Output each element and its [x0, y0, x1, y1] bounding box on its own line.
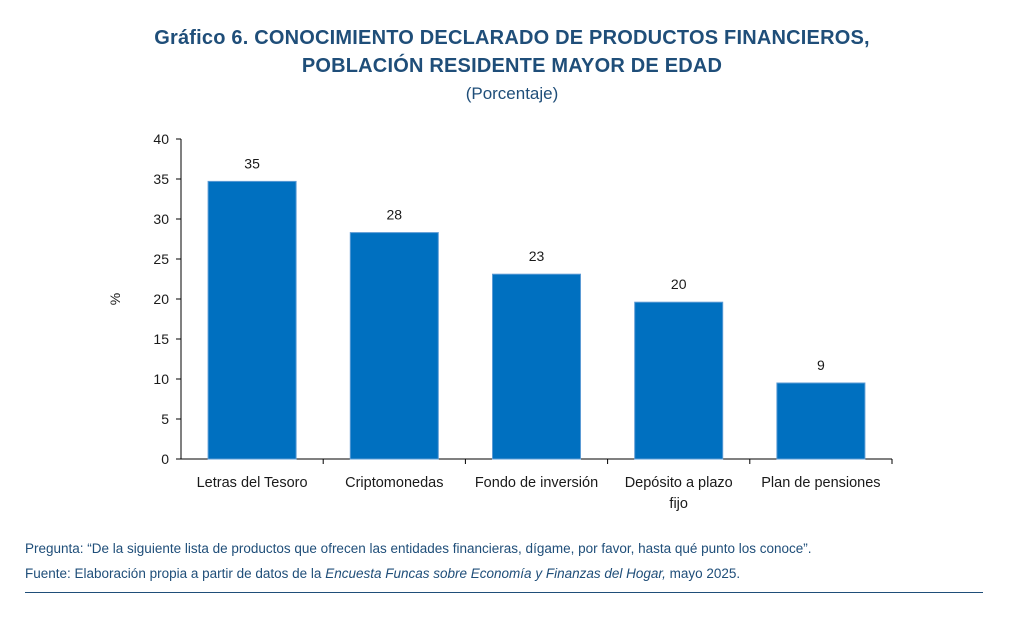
- bar: [349, 232, 439, 460]
- bottom-divider: [25, 592, 983, 593]
- y-tick-label: 30: [153, 211, 169, 227]
- y-tick-label: 15: [153, 331, 169, 347]
- data-label: 35: [244, 155, 260, 171]
- source-prefix: Fuente: Elaboración propia a partir de d…: [25, 566, 326, 581]
- source-suffix: mayo 2025.: [665, 566, 741, 581]
- source-survey-name: Encuesta Funcas sobre Economía y Finanza…: [325, 566, 666, 581]
- x-tick-label: Criptomonedas: [345, 475, 443, 491]
- bar: [776, 382, 866, 460]
- y-tick-label: 35: [153, 171, 169, 187]
- y-tick-label: 5: [161, 411, 169, 427]
- data-label: 20: [671, 276, 687, 292]
- bar: [207, 180, 297, 460]
- chart-title-line-2: POBLACIÓN RESIDENTE MAYOR DE EDAD: [301, 55, 723, 77]
- x-tick-label: Depósito a plazo: [625, 475, 733, 491]
- bar-chart: 0 5 10 15 20 25 30 35 40% 35 Letras del Tesoro 28 Cr…: [107, 131, 893, 512]
- x-tick-label: Plan de pensiones: [761, 475, 880, 491]
- data-label: 23: [529, 248, 545, 264]
- y-tick-label: 0: [161, 451, 169, 467]
- y-axis-label: %: [107, 293, 123, 305]
- y-tick-label: 25: [153, 251, 169, 267]
- question-note: Pregunta: “De la siguiente lista de prod…: [25, 541, 812, 556]
- y-tick-label: 10: [153, 371, 169, 387]
- y-tick-label: 40: [153, 131, 169, 147]
- data-label: 9: [817, 357, 825, 373]
- y-tick-label: 20: [153, 291, 169, 307]
- source-note: Fuente: Elaboración propia a partir de d…: [25, 566, 740, 581]
- bar: [492, 273, 581, 460]
- x-tick-label: fijo: [669, 496, 688, 512]
- data-label: 28: [387, 207, 403, 223]
- chart-title-line-1: Gráfico 6. CONOCIMIENTO DECLARADO DE PRO…: [154, 27, 870, 49]
- x-tick-label: Letras del Tesoro: [197, 475, 308, 491]
- x-tick-label: Fondo de inversión: [475, 475, 598, 491]
- bar: [634, 301, 724, 460]
- chart-subtitle: (Porcentaje): [465, 84, 559, 103]
